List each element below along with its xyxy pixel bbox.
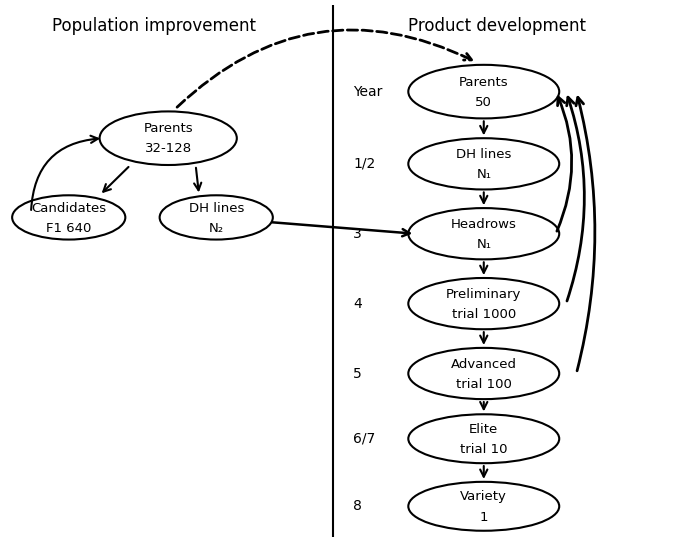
Text: Parents: Parents — [459, 76, 509, 89]
Text: Candidates: Candidates — [32, 202, 106, 215]
Text: DH lines: DH lines — [456, 148, 512, 161]
Text: 50: 50 — [475, 96, 492, 109]
Text: N₁: N₁ — [476, 238, 491, 251]
Text: trial 100: trial 100 — [456, 378, 512, 391]
Text: Population improvement: Population improvement — [52, 17, 256, 35]
Text: Elite: Elite — [469, 423, 498, 436]
Text: trial 1000: trial 1000 — [452, 308, 516, 321]
Text: Advanced: Advanced — [451, 358, 517, 371]
Text: N₂: N₂ — [209, 222, 224, 235]
Text: 6/7: 6/7 — [354, 432, 376, 446]
Text: 4: 4 — [354, 296, 362, 311]
Text: Headrows: Headrows — [451, 218, 517, 231]
Text: Year: Year — [354, 85, 383, 99]
Text: 1/2: 1/2 — [354, 157, 376, 171]
Text: Parents: Parents — [144, 122, 193, 136]
Text: 3: 3 — [354, 227, 362, 241]
Text: DH lines: DH lines — [188, 202, 244, 215]
Text: 1: 1 — [480, 511, 488, 524]
Text: Variety: Variety — [461, 491, 508, 504]
Text: 8: 8 — [354, 499, 363, 513]
Text: Product development: Product development — [409, 17, 587, 35]
Text: 5: 5 — [354, 366, 362, 380]
Text: F1 640: F1 640 — [46, 222, 92, 235]
Text: Preliminary: Preliminary — [446, 288, 522, 301]
Text: trial 10: trial 10 — [460, 443, 508, 456]
Text: N₁: N₁ — [476, 168, 491, 181]
Text: 32-128: 32-128 — [145, 143, 192, 156]
